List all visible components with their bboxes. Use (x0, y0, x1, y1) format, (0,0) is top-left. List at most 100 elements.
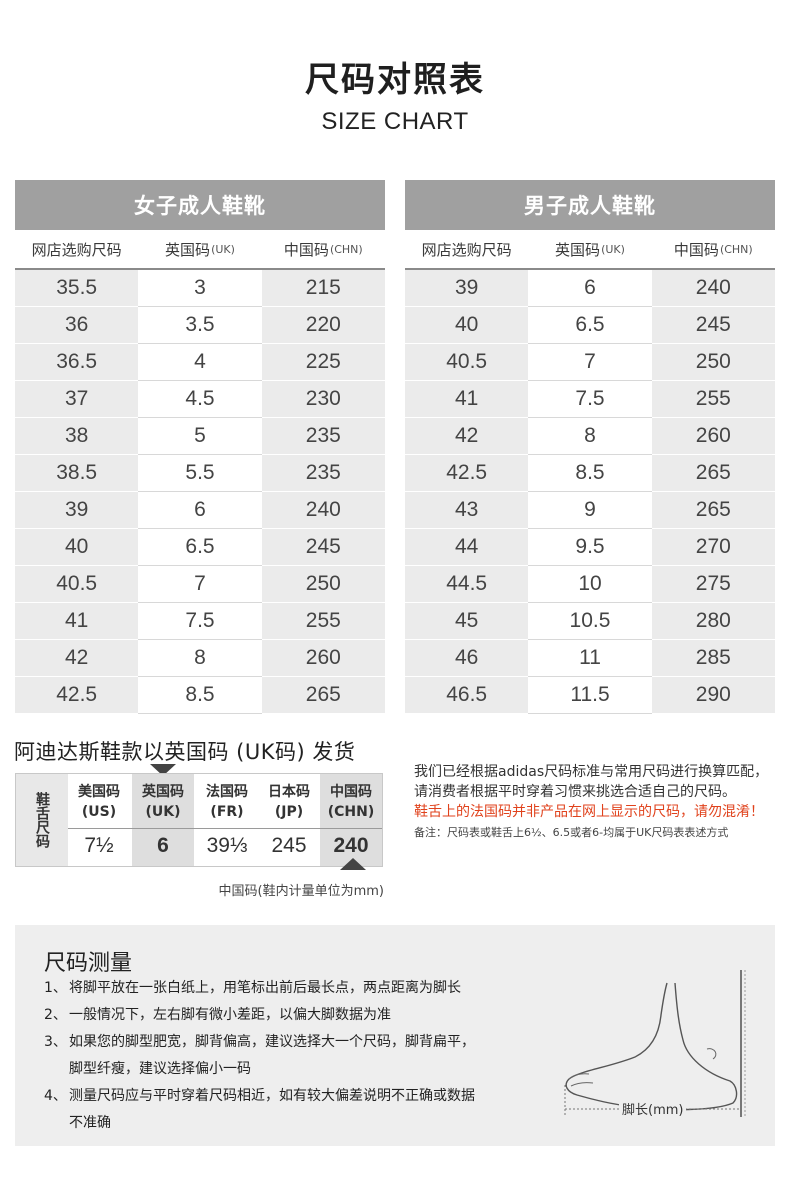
header-label: 英国码 (555, 240, 601, 259)
step-number: 1、 (44, 980, 67, 996)
uk-size-cell: 6.5 (528, 307, 652, 344)
header-sub: (CHN) (719, 242, 753, 256)
table-row: 36.5 4 225 (15, 344, 385, 381)
uk-size-cell: 8.5 (528, 455, 652, 492)
uk-size-cell: 5.5 (138, 455, 262, 492)
tongue-col-uk: 英国码 (UK) 6 (132, 774, 194, 866)
col-code: (UK) (145, 804, 181, 820)
shipping-note: 阿迪达斯鞋款以英国码 (UK码) 发货 (14, 740, 356, 764)
step-number: 2、 (44, 1007, 67, 1023)
measurement-step: 脚型纤瘦，建议选择偏小一码 (44, 1056, 564, 1083)
store-size-cell: 44.5 (405, 566, 529, 603)
header-uk-size: 英国码 (UK) (138, 230, 261, 268)
chn-size-cell: 265 (261, 677, 385, 714)
table-row: 40.5 7 250 (405, 344, 775, 381)
tongue-label: 鞋舌尺码 (16, 774, 68, 866)
col-name: 日本码 (268, 784, 310, 800)
chn-size-cell: 290 (651, 677, 775, 714)
header-sub: (CHN) (329, 242, 363, 256)
warning-text: 鞋舌上的法国码并非产品在网上显示的尺码，请勿混淆！ (414, 804, 764, 820)
tongue-col-heading: 日本码 (JP) (258, 782, 320, 822)
header-sub: (UK) (601, 242, 625, 256)
tongue-divider (68, 828, 382, 829)
conversion-notes: 我们已经根据adidas尺码标准与常用尺码进行换算匹配，请消费者根据平时穿着习惯… (414, 762, 774, 843)
store-size-cell: 45 (405, 603, 529, 640)
store-size-cell: 40 (15, 529, 139, 566)
table-row: 39 6 240 (405, 270, 775, 307)
header-store-size: 网店选购尺码 (405, 230, 528, 268)
table-row: 40 6.5 245 (405, 307, 775, 344)
uk-size-cell: 7.5 (138, 603, 262, 640)
measurement-step: 3、 如果您的脚型肥宽，脚背偏高，建议选择大一个尺码，脚背扁平， (44, 1029, 564, 1056)
step-text: 测量尺码应与平时穿着尺码相近，如有较大偏差说明不正确或数据 (69, 1088, 475, 1104)
foot-measure-icon (564, 970, 746, 1117)
header-chn-size: 中国码 (CHN) (262, 230, 385, 268)
table-row: 40 6.5 245 (15, 529, 385, 566)
tongue-value-chn: 240 (333, 834, 369, 857)
step-text: 脚型纤瘦，建议选择偏小一码 (69, 1061, 251, 1077)
chn-size-cell: 265 (651, 492, 775, 529)
uk-size-cell: 8 (138, 640, 262, 677)
store-size-cell: 40 (405, 307, 529, 344)
header-store-size: 网店选购尺码 (15, 230, 138, 268)
store-size-cell: 42 (405, 418, 529, 455)
chn-size-cell: 255 (651, 381, 775, 418)
page-subtitle: SIZE CHART (321, 108, 469, 135)
col-code: (CHN) (327, 804, 375, 820)
measurement-step: 1、 将脚平放在一张白纸上，用笔标出前后最长点，两点距离为脚长 (44, 975, 564, 1002)
store-size-cell: 42.5 (15, 677, 139, 714)
chn-size-cell: 260 (651, 418, 775, 455)
warning-note: 鞋舌上的法国码并非产品在网上显示的尺码，请勿混淆！ 备注：尺码表或鞋舌上6½、6.… (414, 802, 774, 843)
col-name: 法国码 (206, 784, 248, 800)
measurement-title: 尺码测量 (44, 951, 133, 976)
store-size-cell: 43 (405, 492, 529, 529)
step-text: 一般情况下，左右脚有微小差距，以偏大脚数据为准 (69, 1007, 391, 1023)
table-row: 41 7.5 255 (15, 603, 385, 640)
col-code: (FR) (210, 804, 244, 820)
uk-size-cell: 7.5 (528, 381, 652, 418)
step-number: 3、 (44, 1034, 67, 1050)
men-size-table: 男子成人鞋靴 网店选购尺码 英国码 (UK) 中国码 (CHN) 39 6 240 40 6… (405, 180, 775, 714)
table-row: 37 4.5 230 (15, 381, 385, 418)
women-table-title: 女子成人鞋靴 (15, 180, 385, 230)
chn-size-cell: 235 (261, 418, 385, 455)
tongue-col-chn: 中国码 (CHN) 240 (320, 774, 382, 866)
chn-size-cell: 260 (261, 640, 385, 677)
men-table-title: 男子成人鞋靴 (405, 180, 775, 230)
uk-size-cell: 8.5 (138, 677, 262, 714)
tongue-col-jp: 日本码 (JP) 245 (258, 774, 320, 866)
uk-size-cell: 11.5 (528, 677, 652, 714)
table-row: 42.5 8.5 265 (15, 677, 385, 714)
table-row: 44 9.5 270 (405, 529, 775, 566)
chn-size-cell: 285 (651, 640, 775, 677)
header-label: 网店选购尺码 (31, 240, 122, 259)
store-size-cell: 42.5 (405, 455, 529, 492)
col-code: (JP) (274, 804, 304, 820)
chn-size-cell: 275 (651, 566, 775, 603)
chn-size-cell: 280 (651, 603, 775, 640)
chn-size-cell: 265 (651, 455, 775, 492)
uk-size-cell: 9.5 (528, 529, 652, 566)
uk-size-cell: 7 (528, 344, 652, 381)
women-table-header: 网店选购尺码 英国码 (UK) 中国码 (CHN) (15, 230, 385, 270)
step-text: 将脚平放在一张白纸上，用笔标出前后最长点，两点距离为脚长 (69, 980, 461, 996)
tongue-col-heading: 法国码 (FR) (196, 782, 258, 822)
table-row: 41 7.5 255 (405, 381, 775, 418)
header-uk-size: 英国码 (UK) (528, 230, 651, 268)
step-number: 4、 (44, 1088, 67, 1104)
store-size-cell: 40.5 (405, 344, 529, 381)
table-row: 46.5 11.5 290 (405, 677, 775, 714)
tongue-size-panel: 鞋舌尺码 美国码 (US) 7½ 英国码 (UK) 6 法国码 (FR) 39⅓ 日本… (15, 773, 383, 867)
col-name: 英国码 (142, 784, 184, 800)
tongue-value-jp: 245 (271, 834, 307, 857)
uk-size-cell: 11 (528, 640, 652, 677)
table-row: 42 8 260 (15, 640, 385, 677)
men-table-header: 网店选购尺码 英国码 (UK) 中国码 (CHN) (405, 230, 775, 270)
tongue-label-text: 鞋舌尺码 (34, 792, 50, 848)
chn-pointer-arrow-icon (340, 858, 366, 870)
table-row: 42.5 8.5 265 (405, 455, 775, 492)
men-table-body: 39 6 240 40 6.5 245 40.5 7 250 41 7.5 255 42 8 260 42.5… (405, 270, 775, 714)
header-chn-size: 中国码 (CHN) (652, 230, 775, 268)
uk-size-cell: 8 (528, 418, 652, 455)
table-row: 39 6 240 (15, 492, 385, 529)
